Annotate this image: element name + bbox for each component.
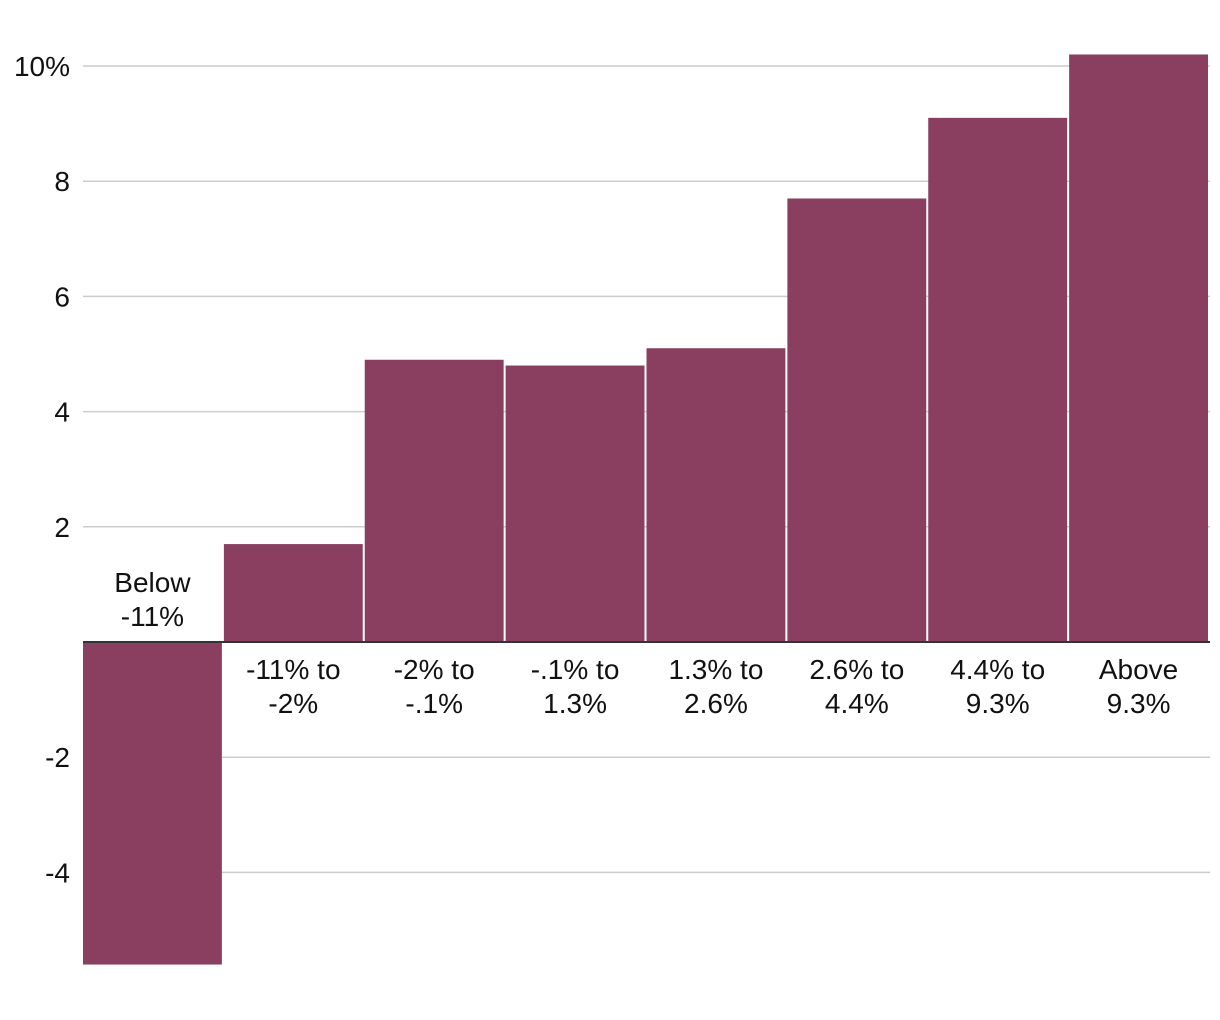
y-axis-tick-labels: 10% 8 6 4 2 -2 -4 [14,51,70,888]
category-label: 1.3% [543,688,607,719]
bar [928,117,1068,643]
bar [83,642,222,965]
category-label: 4.4% [825,688,889,719]
category-label: Above [1099,654,1178,685]
y-tick-label: 10% [14,51,70,82]
category-label: 2.6% [684,688,748,719]
category-label: -.1% to [531,654,620,685]
y-tick-label: -4 [45,857,70,888]
bars [83,54,1208,965]
category-label: Below [114,567,191,598]
category-label: 1.3% to [668,654,763,685]
category-label: -11% to [246,654,340,685]
bar [223,544,363,642]
bar [787,198,927,643]
category-labels: Below-11%-11% to-2%-2% to-.1%-.1% to1.3%… [114,567,1178,719]
category-label: 2.6% to [809,654,904,685]
y-tick-label: -2 [45,742,70,773]
category-label: -2% [268,688,318,719]
bar [505,365,645,642]
y-tick-label: 8 [54,166,70,197]
category-label: 9.3% [1107,688,1171,719]
category-label: -2% to [394,654,475,685]
bar [364,359,504,642]
category-label: -.1% [405,688,463,719]
category-label: 9.3% [966,688,1030,719]
category-label: -11% [121,601,184,632]
bar [1069,54,1208,643]
category-label: 4.4% to [950,654,1045,685]
bar [646,348,786,642]
y-tick-label: 2 [54,512,70,543]
y-tick-label: 6 [54,281,70,312]
y-tick-label: 4 [54,397,70,428]
